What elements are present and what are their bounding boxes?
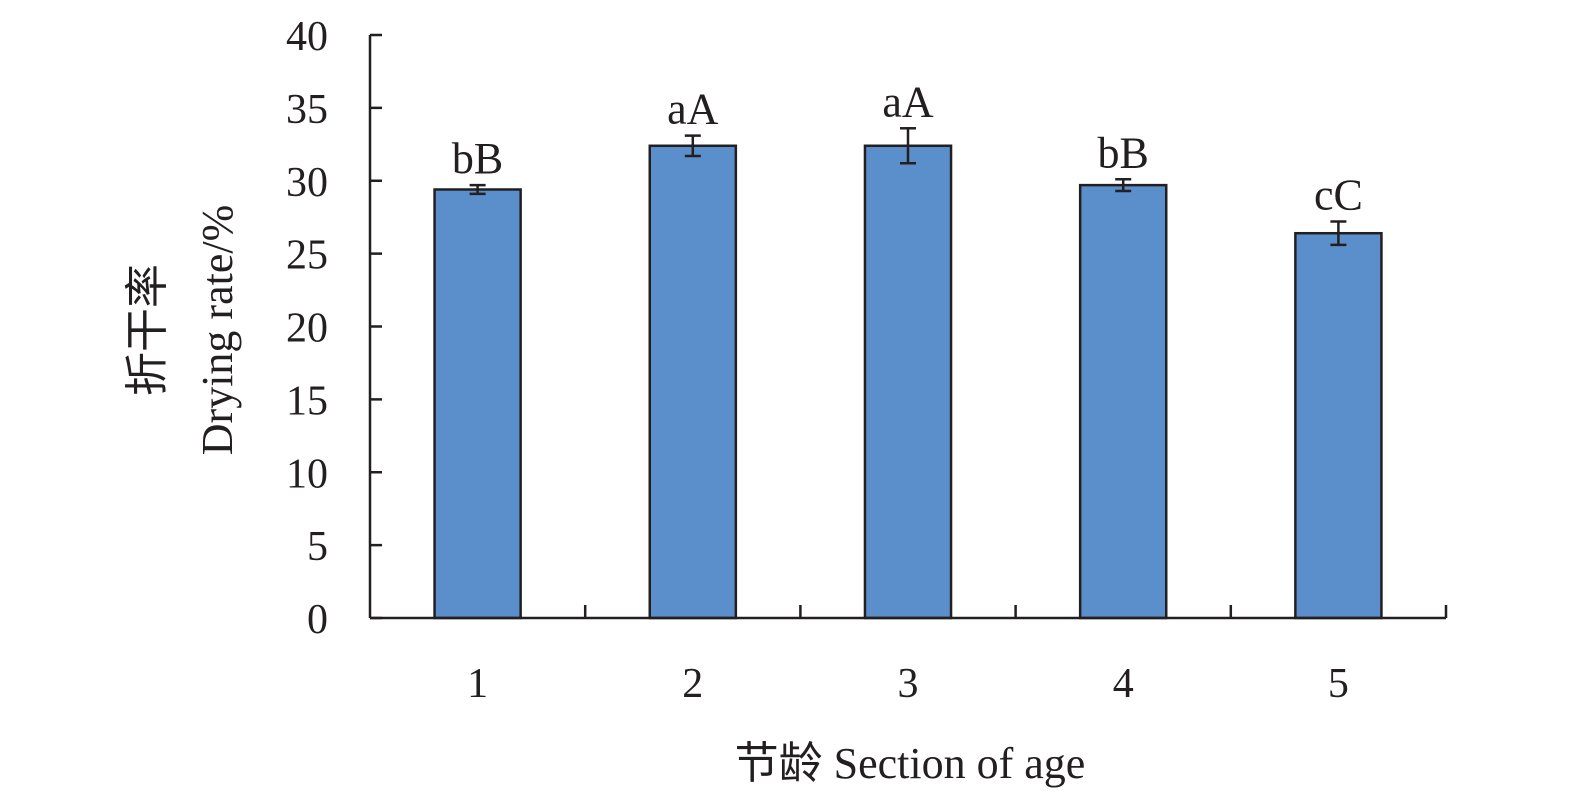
y-axis-ticks: 0 5 10 15 20 25 30 35 40: [286, 14, 382, 643]
y-tick-label: 35: [286, 87, 328, 133]
bar: [1294, 231, 1383, 620]
significance-label: cC: [1314, 171, 1363, 220]
bar: [648, 144, 738, 620]
y-axis-title-zh: 折干率: [123, 264, 172, 396]
y-tick-label: 5: [307, 524, 328, 570]
x-axis-ticks: 1 2 3 4 5: [467, 605, 1448, 707]
y-tick-label: 30: [286, 160, 328, 206]
y-tick-label: 40: [286, 14, 328, 60]
y-axis-title-en: Drying rate/%: [193, 205, 242, 455]
y-tick-label: 25: [286, 233, 328, 279]
significance-label: bB: [452, 134, 503, 183]
significance-labels-group: bB aA aA bB cC: [452, 77, 1363, 219]
bar: [1078, 183, 1168, 620]
x-tick-label: 3: [898, 661, 919, 707]
x-axis-title: 节龄 Section of age: [735, 739, 1086, 788]
x-tick-label: 1: [467, 661, 488, 707]
significance-label: bB: [1098, 128, 1149, 177]
y-tick-label: 0: [307, 597, 328, 643]
y-tick-label: 15: [286, 378, 328, 424]
x-tick-label: 4: [1113, 661, 1134, 707]
significance-label: aA: [882, 77, 934, 126]
y-tick-label: 20: [286, 306, 328, 352]
bar: [433, 188, 522, 620]
x-tick-label: 2: [682, 661, 703, 707]
bar: [863, 144, 953, 620]
bars-group: [433, 144, 1383, 620]
x-tick-label: 5: [1328, 661, 1349, 707]
error-bars-group: [469, 127, 1347, 247]
significance-label: aA: [667, 85, 719, 134]
y-tick-label: 10: [286, 451, 328, 497]
